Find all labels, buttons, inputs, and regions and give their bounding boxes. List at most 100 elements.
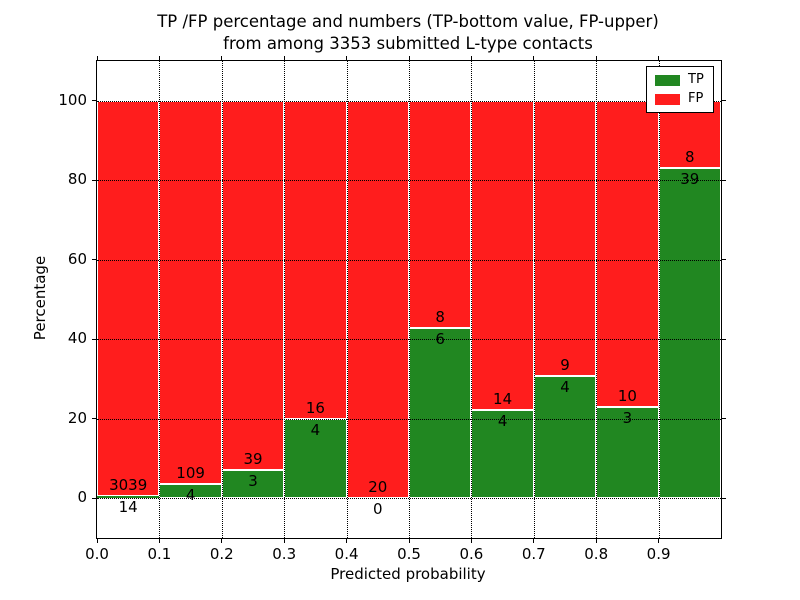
chart-title-line2: from among 3353 submitted L-type contact… bbox=[223, 34, 593, 53]
y-tick-label: 20 bbox=[67, 408, 87, 427]
x-tick-label: 0.9 bbox=[646, 545, 671, 563]
x-tick-label: 0.3 bbox=[272, 545, 297, 563]
bar-segment-fp bbox=[533, 100, 597, 376]
x-tick-mark-top bbox=[658, 56, 660, 60]
y-axis-label: Percentage bbox=[31, 255, 49, 341]
x-tick-mark bbox=[408, 539, 410, 543]
tp-count-label: 4 bbox=[310, 420, 321, 439]
gridline-horizontal bbox=[97, 498, 721, 500]
fp-count-label: 39 bbox=[243, 449, 263, 468]
tp-swatch-icon bbox=[655, 74, 680, 86]
bar-segment-fp bbox=[159, 100, 222, 485]
y-tick-mark-right bbox=[722, 418, 726, 420]
gridline-horizontal bbox=[97, 418, 721, 420]
fp-count-label: 9 bbox=[560, 355, 570, 374]
y-tick-mark-right bbox=[722, 338, 726, 340]
bar-segment-fp bbox=[346, 100, 409, 499]
bar-segment-fp bbox=[221, 100, 285, 470]
y-tick-label: 100 bbox=[58, 90, 87, 109]
tp-count-label: 39 bbox=[680, 170, 700, 189]
x-tick-mark bbox=[221, 539, 223, 543]
x-tick-label: 0.5 bbox=[397, 545, 421, 563]
x-tick-mark-top bbox=[283, 56, 285, 60]
bar-segment-tp bbox=[409, 327, 472, 499]
tp-count-label: 6 bbox=[435, 329, 445, 348]
x-tick-mark bbox=[533, 539, 535, 543]
tp-count-label: 0 bbox=[373, 500, 383, 519]
x-tick-mark-top bbox=[470, 56, 472, 60]
x-tick-mark bbox=[283, 539, 285, 543]
gridline-horizontal bbox=[97, 180, 721, 182]
bar-segment-fp bbox=[409, 100, 472, 328]
fp-count-label: 14 bbox=[493, 389, 513, 408]
y-tick-mark-right bbox=[722, 100, 726, 102]
x-tick-mark-top bbox=[533, 56, 535, 60]
tp-count-label: 4 bbox=[185, 486, 196, 505]
bar-segment-fp bbox=[596, 100, 659, 407]
x-axis-label: Predicted probability bbox=[330, 565, 486, 583]
gridline-vertical bbox=[409, 61, 410, 538]
x-tick-mark-top bbox=[221, 56, 223, 60]
fp-count-label: 8 bbox=[685, 148, 695, 167]
legend: TP FP bbox=[646, 66, 714, 113]
bar-segment-tp bbox=[658, 168, 721, 499]
y-tick-mark bbox=[92, 179, 96, 181]
bar-segment-tp bbox=[471, 409, 534, 499]
x-tick-mark bbox=[158, 539, 160, 543]
x-tick-label: 0.1 bbox=[147, 545, 172, 563]
fp-count-label: 10 bbox=[617, 386, 637, 405]
bar-segment-tp bbox=[221, 469, 285, 499]
y-tick-mark bbox=[92, 100, 96, 102]
y-tick-label: 60 bbox=[67, 249, 87, 268]
tp-count-label: 4 bbox=[560, 377, 570, 396]
bar-segment-tp bbox=[284, 418, 347, 499]
bar-segment-tp bbox=[596, 406, 659, 499]
bar-segment-fp bbox=[97, 100, 160, 497]
x-tick-label: 0.7 bbox=[521, 545, 546, 563]
x-tick-label: 0.8 bbox=[584, 545, 609, 563]
x-tick-mark bbox=[470, 539, 472, 543]
fp-count-label: 8 bbox=[435, 307, 445, 326]
fp-count-label: 20 bbox=[368, 478, 388, 497]
fp-count-label: 16 bbox=[305, 398, 325, 417]
fp-swatch-icon bbox=[655, 93, 680, 105]
legend-entry-fp: FP bbox=[655, 92, 704, 106]
x-tick-mark-top bbox=[408, 56, 410, 60]
chart-title-line1: TP /FP percentage and numbers (TP-bottom… bbox=[157, 12, 659, 31]
x-tick-mark-top bbox=[595, 56, 597, 60]
x-tick-mark-top bbox=[158, 56, 160, 60]
tp-count-label: 4 bbox=[497, 411, 508, 430]
gridline-vertical bbox=[533, 61, 535, 538]
fp-count-label: 109 bbox=[176, 464, 205, 483]
y-tick-mark bbox=[92, 338, 96, 340]
gridline-vertical bbox=[284, 61, 286, 538]
y-tick-mark bbox=[92, 418, 96, 420]
y-tick-mark-right bbox=[722, 179, 726, 181]
x-tick-mark-top bbox=[346, 56, 348, 60]
bar-segment-tp bbox=[97, 496, 160, 499]
gridline-vertical bbox=[596, 61, 598, 538]
x-tick-label: 0.6 bbox=[459, 545, 484, 563]
chart-title: TP /FP percentage and numbers (TP-bottom… bbox=[96, 11, 720, 55]
x-tick-mark bbox=[96, 539, 98, 543]
gridline-vertical bbox=[159, 61, 161, 538]
fp-count-label: 3039 bbox=[109, 476, 148, 495]
y-tick-label: 0 bbox=[77, 488, 87, 507]
y-tick-mark-right bbox=[722, 259, 726, 261]
legend-entry-tp: TP bbox=[655, 73, 704, 87]
y-tick-mark bbox=[92, 259, 96, 261]
y-tick-mark-right bbox=[722, 497, 726, 499]
x-tick-mark bbox=[658, 539, 660, 543]
x-tick-mark-top bbox=[96, 56, 98, 60]
x-tick-label: 0.4 bbox=[334, 545, 359, 563]
gridline-horizontal bbox=[97, 339, 721, 341]
x-tick-label: 0.0 bbox=[85, 545, 109, 563]
gridline-horizontal bbox=[97, 100, 721, 102]
tp-count-label: 3 bbox=[622, 408, 633, 427]
legend-label-fp: FP bbox=[688, 91, 704, 106]
tp-count-label: 14 bbox=[118, 498, 138, 517]
y-tick-label: 40 bbox=[67, 329, 87, 348]
x-tick-mark bbox=[346, 539, 348, 543]
gridline-vertical bbox=[221, 61, 223, 538]
